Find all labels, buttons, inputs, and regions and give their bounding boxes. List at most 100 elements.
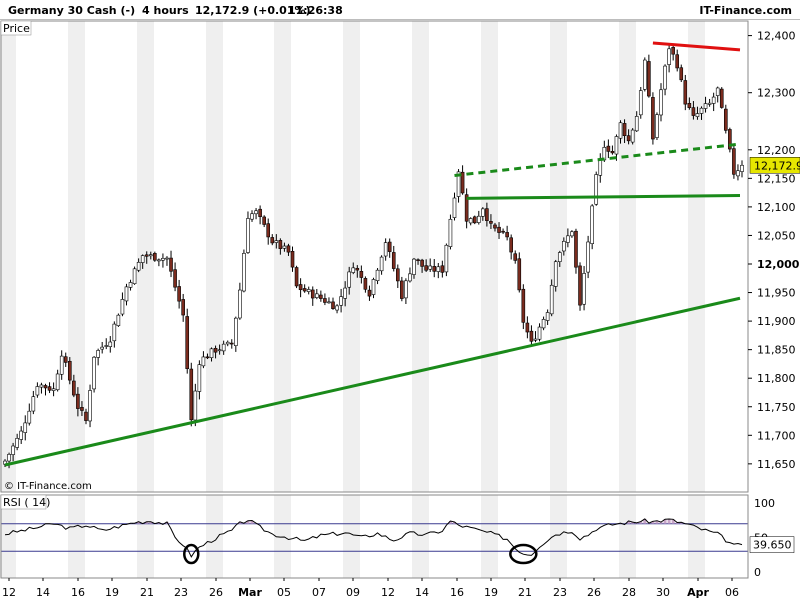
price-ytick-label: 11,900	[757, 315, 796, 328]
grid-band-rsi	[137, 495, 154, 578]
candle-body	[108, 341, 113, 347]
candle-body	[140, 255, 145, 263]
rsi-last-marker	[749, 536, 795, 553]
candle-body	[63, 356, 68, 363]
xtick-label: 07	[312, 586, 326, 599]
candle-body	[549, 284, 554, 315]
price-ytick-label: 11,700	[757, 429, 796, 442]
candle-body	[270, 237, 275, 244]
candle-body	[452, 197, 457, 218]
candle-body	[647, 61, 651, 97]
rsi-line	[4, 518, 743, 558]
candle-body	[161, 257, 165, 261]
candle-body	[715, 87, 720, 96]
xtick-label: 21	[140, 586, 154, 599]
xtick-label: 26	[587, 586, 601, 599]
candle-body	[315, 293, 319, 298]
axes: 12,400 12,300 12,200 12,150 12,100 12,050 12,0…	[0, 20, 800, 599]
grid-band-rsi	[0, 495, 16, 578]
instrument-name: Germany 30 Cash (-)	[8, 4, 136, 17]
candle-body	[225, 341, 230, 345]
grid-band-price	[688, 21, 705, 492]
candle-body	[724, 108, 728, 131]
candle-body	[148, 254, 153, 257]
candle-body	[489, 221, 493, 224]
candle-body	[379, 256, 384, 272]
price-ytick-label: 12,150	[757, 172, 796, 185]
candle-body	[282, 245, 287, 249]
candle-body	[476, 215, 481, 223]
grid-band-rsi	[481, 495, 498, 578]
time-label: 11:26:38	[288, 4, 343, 17]
candle-body	[562, 240, 566, 252]
candle-body	[7, 454, 11, 462]
candle-body	[703, 103, 708, 109]
candle-body	[472, 216, 477, 224]
candle-body	[404, 280, 408, 299]
candle-body	[740, 164, 744, 172]
candle-body	[278, 240, 283, 249]
candle-body	[306, 289, 311, 292]
candle-body	[545, 312, 550, 321]
candle-body	[319, 294, 323, 299]
xtick-label: 19	[484, 586, 498, 599]
candle-body	[436, 266, 441, 272]
candle-body	[594, 174, 599, 205]
candle-body	[84, 411, 88, 421]
trendline-support	[466, 193, 741, 200]
candle-body	[294, 267, 299, 287]
candle-body	[679, 67, 684, 81]
grid-band-price	[343, 21, 360, 492]
candle-body	[574, 230, 578, 268]
candle-body	[144, 254, 149, 257]
candle-body	[622, 123, 627, 137]
xtick-label: 14	[36, 586, 50, 599]
candle-body	[47, 386, 52, 391]
candle-body	[153, 253, 157, 261]
candle-body	[736, 170, 740, 177]
candle-body	[630, 129, 635, 143]
xtick-label: 23	[553, 586, 567, 599]
candle-body	[100, 346, 104, 350]
candle-body	[189, 368, 194, 421]
candle-body	[408, 273, 412, 282]
candle-body	[521, 288, 526, 323]
candle-body	[440, 265, 445, 273]
candle-body	[578, 265, 582, 306]
candle-body	[416, 259, 420, 262]
candle-body	[331, 301, 335, 309]
candle-body	[116, 314, 121, 326]
candle-body	[80, 407, 84, 411]
candle-body	[687, 103, 692, 108]
candle-body	[88, 390, 92, 422]
candle-body	[217, 349, 222, 352]
candle-body	[428, 265, 432, 270]
xtick-label: 30	[656, 586, 670, 599]
candle-body	[610, 150, 615, 154]
candle-body	[67, 360, 72, 381]
candle-body	[213, 347, 218, 353]
candle-body	[626, 135, 631, 142]
candle-body	[732, 148, 736, 175]
candle-body	[55, 373, 60, 391]
xtick-label: 06	[725, 586, 739, 599]
rsi-last-label: 39.650	[753, 539, 792, 552]
candle-body	[238, 289, 242, 319]
grid-band-price	[206, 21, 223, 492]
candle-body	[448, 218, 453, 247]
candle-body	[351, 267, 356, 273]
xtick-label: 16	[71, 586, 85, 599]
price-ytick-label: 12,400	[757, 30, 796, 43]
candle-body	[638, 90, 643, 116]
rsi-ytick-label: 0	[754, 566, 761, 579]
watermark: © IT-Finance.com	[4, 481, 92, 492]
grid-band-price	[481, 21, 498, 492]
candle-body	[112, 323, 117, 342]
candle-body	[513, 253, 518, 261]
candle-body	[651, 97, 655, 140]
candle-body	[659, 89, 663, 116]
candle-body	[525, 322, 530, 333]
candle-body	[290, 250, 295, 268]
price-ytick-label: 12,000	[757, 258, 800, 271]
